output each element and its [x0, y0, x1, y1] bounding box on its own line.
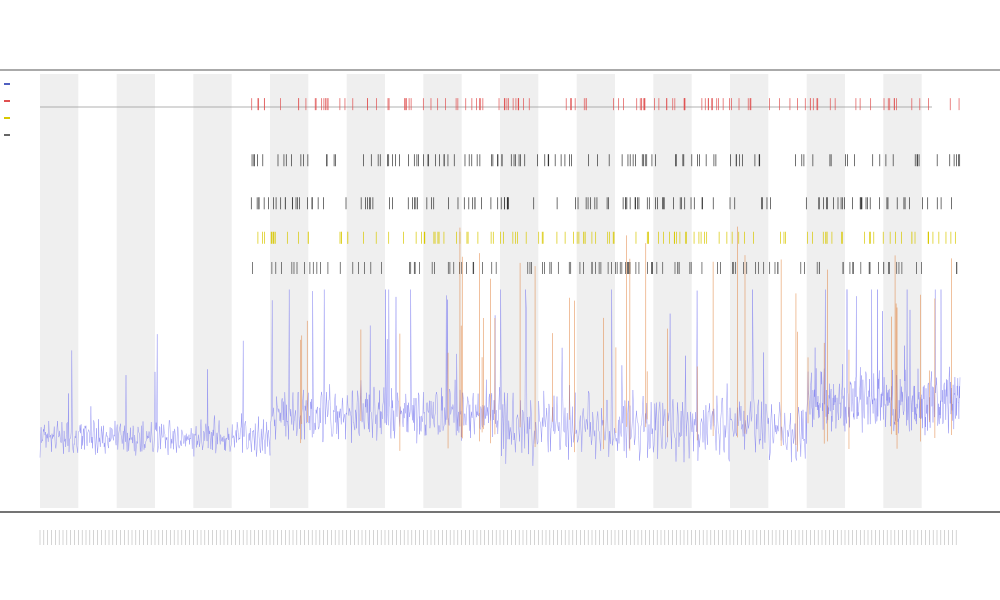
event-track [252, 261, 958, 274]
event-track [251, 154, 961, 167]
event-track [251, 98, 960, 111]
shaded-band [576, 74, 615, 508]
spike-series [300, 226, 952, 453]
legend [4, 83, 10, 136]
shaded-band [193, 74, 232, 508]
shaded-band [653, 74, 692, 508]
shaded-band [806, 74, 845, 508]
event-track [250, 197, 952, 210]
x-tick-labels [39, 530, 957, 545]
shaded-band [883, 74, 922, 508]
series-marks [39, 98, 961, 466]
series-line [39, 289, 961, 466]
event-track [257, 231, 956, 244]
shaded-band [423, 74, 462, 508]
shaded-band [346, 74, 385, 508]
shaded-bands [40, 74, 922, 508]
